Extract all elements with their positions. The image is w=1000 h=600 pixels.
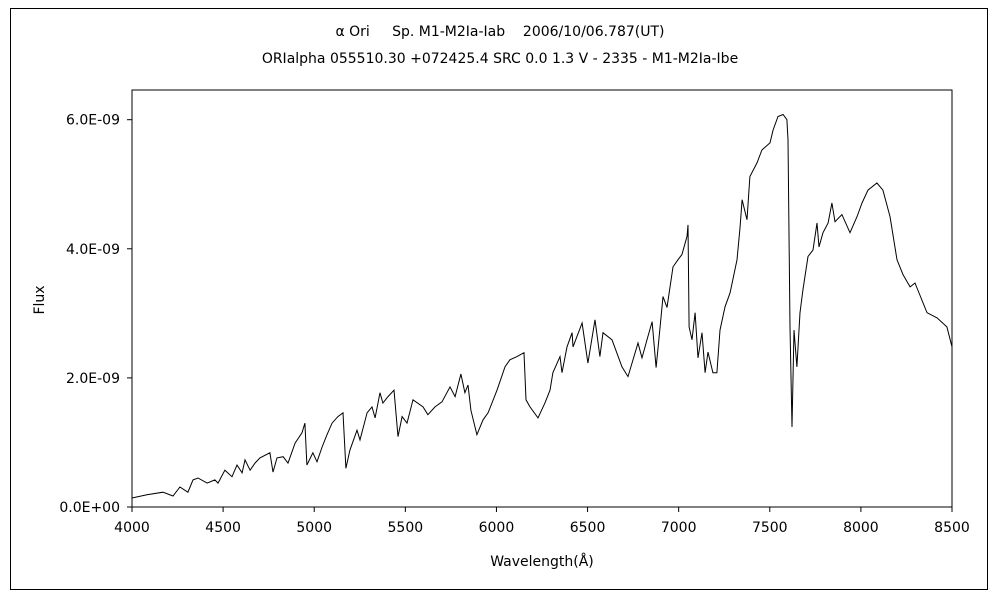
x-tick-label: 5000 bbox=[296, 520, 332, 536]
y-tick-label: 0.0E+00 bbox=[59, 500, 120, 516]
x-tick-label: 8000 bbox=[843, 520, 879, 536]
x-tick-label: 6000 bbox=[479, 520, 515, 536]
x-tick-label: 4000 bbox=[114, 520, 150, 536]
x-tick-label: 4500 bbox=[205, 520, 241, 536]
chart-frame bbox=[10, 8, 988, 590]
y-tick-label: 2.0E-09 bbox=[66, 371, 120, 387]
x-axis-label: Wavelength(Å) bbox=[490, 553, 594, 570]
x-tick-label: 5500 bbox=[388, 520, 424, 536]
x-tick-label: 8500 bbox=[934, 520, 970, 536]
y-tick-label: 6.0E-09 bbox=[66, 113, 120, 129]
chart-title: α Ori Sp. M1-M2Ia-Iab 2006/10/06.787(UT) bbox=[335, 24, 665, 40]
x-tick-label: 6500 bbox=[570, 520, 606, 536]
x-tick-label: 7000 bbox=[661, 520, 697, 536]
y-axis-label: Flux bbox=[32, 285, 48, 314]
x-tick-label: 7500 bbox=[752, 520, 788, 536]
y-tick-label: 4.0E-09 bbox=[66, 242, 120, 258]
chart-subtitle: ORIalpha 055510.30 +072425.4 SRC 0.0 1.3… bbox=[261, 51, 739, 67]
plot-area bbox=[131, 89, 953, 508]
spectrum-line bbox=[131, 113, 953, 499]
